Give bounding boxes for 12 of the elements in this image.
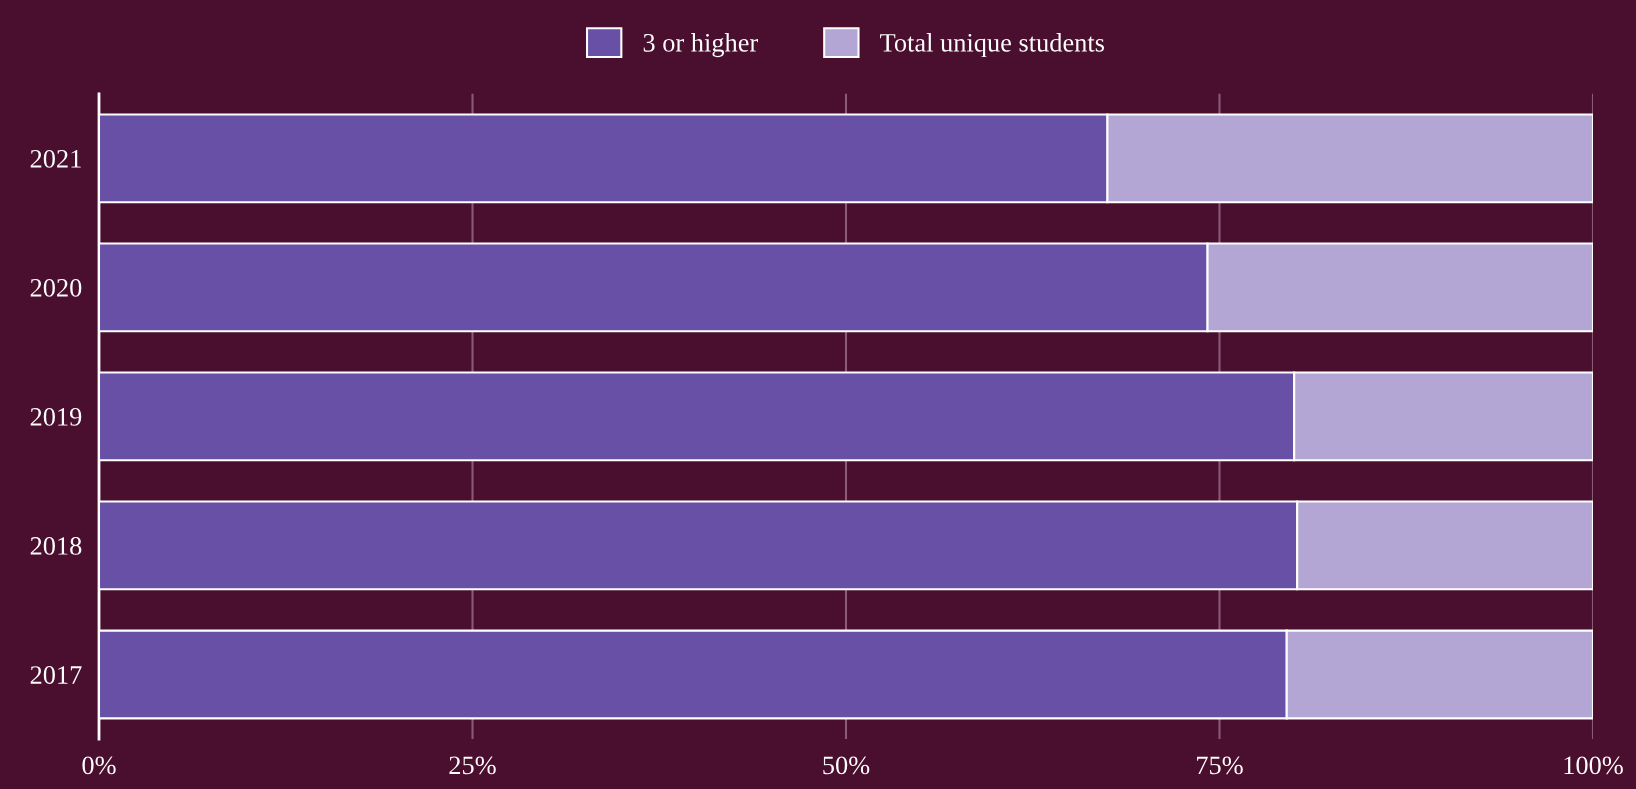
x-tick-label: 100%: [1564, 756, 1623, 775]
y-tick-label: 2021: [30, 149, 81, 168]
legend-label: 3 or higher: [643, 33, 758, 58]
y-tick-label: 2019: [30, 408, 82, 426]
y-tick-label: 2017: [30, 666, 82, 684]
y-tick-label: 2018: [30, 537, 82, 555]
x-tick-label: 50%: [823, 756, 870, 775]
legend-label: Total unique students: [880, 33, 1105, 58]
x-tick-label: 25%: [449, 756, 496, 775]
x-tick-label: 75%: [1197, 756, 1243, 775]
x-tick-label: 0%: [82, 756, 116, 775]
y-tick-label: 2020: [30, 278, 82, 297]
